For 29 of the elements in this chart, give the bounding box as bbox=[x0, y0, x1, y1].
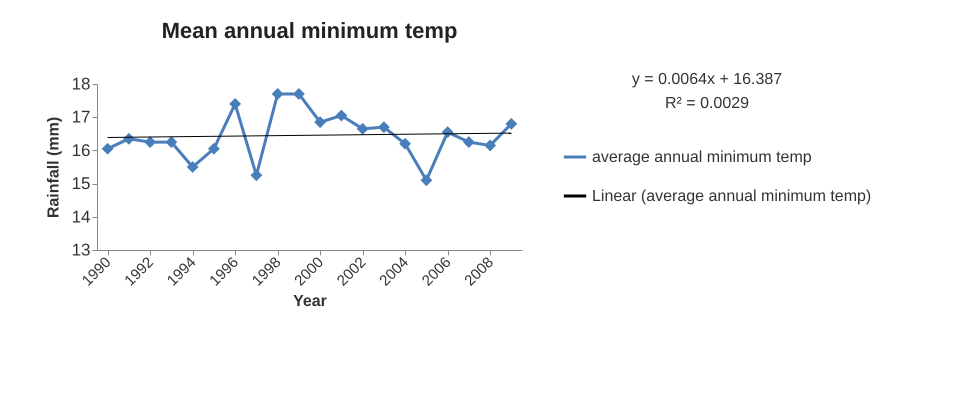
point bbox=[505, 118, 518, 130]
chart-title: Mean annual minimum temp bbox=[162, 18, 458, 43]
x-axis-title: Year bbox=[293, 292, 327, 310]
y-tick-label: 13 bbox=[72, 240, 90, 260]
point bbox=[165, 136, 178, 148]
point bbox=[144, 136, 156, 148]
point bbox=[208, 142, 220, 155]
point bbox=[378, 121, 390, 134]
point bbox=[102, 142, 114, 155]
y-axis-title: Rainfall (mm) bbox=[46, 116, 63, 218]
point bbox=[186, 161, 199, 173]
y-tick-label: 18 bbox=[72, 74, 90, 94]
point bbox=[229, 98, 242, 110]
point bbox=[250, 169, 262, 182]
y-tick-label: 17 bbox=[72, 108, 90, 127]
point bbox=[399, 138, 412, 150]
point bbox=[484, 140, 496, 152]
point bbox=[335, 110, 348, 122]
y-tick-label: 15 bbox=[72, 174, 90, 194]
point bbox=[356, 122, 369, 135]
point bbox=[420, 174, 432, 186]
text: y = 0.0064x + 16.387 bbox=[632, 71, 782, 88]
legend-label: average annual minimum temp bbox=[592, 149, 812, 166]
point bbox=[314, 116, 326, 128]
y-tick-label: 14 bbox=[72, 207, 90, 226]
y-tick-label: 16 bbox=[72, 140, 90, 160]
legend-label: Linear (average annual minimum temp) bbox=[592, 188, 872, 205]
text: R² = 0.0029 bbox=[664, 95, 750, 112]
point bbox=[462, 136, 475, 148]
